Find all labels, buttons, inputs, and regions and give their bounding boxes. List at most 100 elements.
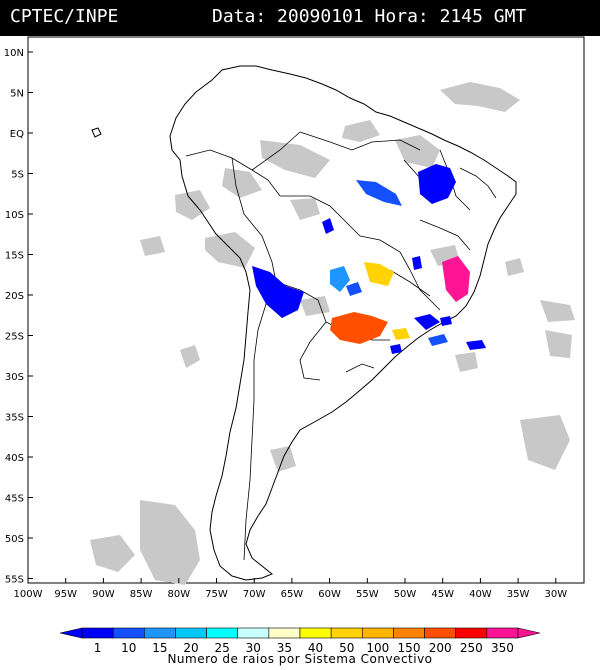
lon-label: 45W <box>431 589 454 600</box>
convective-system <box>466 340 486 350</box>
legend-value: 250 <box>460 641 483 655</box>
legend-swatch <box>81 627 114 639</box>
legend-swatch <box>112 627 145 639</box>
convective-system <box>330 266 350 292</box>
convective-system <box>390 344 402 354</box>
legend-value: 40 <box>308 641 323 655</box>
legend-swatch <box>206 627 239 639</box>
lat-label: EQ <box>10 129 24 140</box>
legend-value: 150 <box>398 641 421 655</box>
country-border <box>345 363 375 373</box>
country-border <box>185 149 281 197</box>
legend-value: 1 <box>94 641 102 655</box>
convective-system <box>252 266 304 318</box>
convective-system <box>412 256 422 270</box>
convective-system <box>330 312 388 344</box>
convective-system <box>442 256 470 302</box>
convective-system <box>440 316 452 326</box>
cloud-patch <box>90 535 135 572</box>
legend-value: 30 <box>246 641 261 655</box>
legend-swatch <box>455 627 488 639</box>
legend-swatch <box>424 627 457 639</box>
lon-label: 90W <box>92 589 115 600</box>
convective-system <box>356 180 402 206</box>
cloud-patch <box>140 236 165 256</box>
country-border <box>231 157 245 215</box>
lon-label: 60W <box>318 589 341 600</box>
lat-label: 40S <box>5 453 24 464</box>
continent-outline <box>91 65 517 581</box>
legend-swatch <box>175 627 207 639</box>
legend-values: 1 10 15 20 25 30 35 40 50 100 150 200 250 350 <box>94 641 514 655</box>
cloud-patch <box>222 168 262 198</box>
lon-label: 95W <box>54 589 77 600</box>
legend-value: 20 <box>183 641 198 655</box>
lat-label: 5N <box>10 89 24 100</box>
legend-swatch <box>486 627 519 639</box>
country-border <box>243 360 255 561</box>
lat-label: 35S <box>5 413 24 424</box>
cloud-patch <box>455 352 478 372</box>
legend-swatch <box>361 627 394 639</box>
datetime-title: Data: 20090101 Hora: 2145 GMT <box>212 6 527 27</box>
cloud-patch <box>140 500 200 585</box>
country-border <box>275 281 327 323</box>
convective-system <box>364 262 394 286</box>
agency-title: CPTEC/INPE <box>10 6 119 27</box>
lat-label: 20S <box>5 291 24 302</box>
legend-value: 25 <box>215 641 230 655</box>
convective-system <box>428 334 448 346</box>
country-border <box>243 213 277 283</box>
convective-system <box>392 328 410 340</box>
country-border <box>359 235 441 311</box>
lon-label: 70W <box>243 589 266 600</box>
lat-label: 5S <box>11 170 24 181</box>
lat-label: 10S <box>5 210 24 221</box>
cloud-patch <box>205 232 255 268</box>
latitude-labels: 10N 5N EQ 5S 10S 15S 20S 25S 30S 35S 40S 45S 50S 55S <box>4 48 33 586</box>
convective-system <box>414 314 440 330</box>
convective-systems <box>252 164 486 354</box>
lon-label: 100W <box>14 589 43 600</box>
legend-arrow-left <box>59 627 83 639</box>
legend-value: 10 <box>121 641 136 655</box>
cloud-patch <box>342 120 380 142</box>
cloud-patch <box>290 198 320 220</box>
lon-label: 80W <box>167 589 190 600</box>
lat-label: 45S <box>5 494 24 505</box>
south-america-coastline <box>169 65 517 581</box>
legend-colorbar <box>59 627 541 639</box>
country-border <box>459 167 497 199</box>
lon-label: 65W <box>281 589 304 600</box>
country-border <box>299 321 327 381</box>
cloud-patch <box>260 140 330 178</box>
lat-label: 50S <box>5 534 24 545</box>
lat-label: 10N <box>4 48 24 59</box>
cloud-patch <box>300 296 330 316</box>
lat-label: 55S <box>5 575 24 586</box>
legend-title: Numero de raios por Sistema Convectivo <box>167 652 433 666</box>
convective-system <box>418 164 456 204</box>
cloud-cover <box>90 82 575 585</box>
convective-system <box>322 218 334 234</box>
lat-label: 15S <box>5 251 24 262</box>
country-borders <box>185 131 497 561</box>
country-border <box>299 131 421 151</box>
legend-arrow-right <box>517 627 541 639</box>
legend-swatch <box>268 627 301 639</box>
legend-value: 35 <box>277 641 292 655</box>
legend-swatch <box>299 627 332 639</box>
cloud-patch <box>440 82 520 112</box>
island-marker <box>91 127 102 138</box>
cloud-patch <box>545 330 572 358</box>
lon-label: 85W <box>130 589 153 600</box>
convective-system <box>346 282 362 296</box>
country-border <box>419 219 471 251</box>
cloud-patch <box>505 258 524 276</box>
country-border <box>389 269 431 297</box>
cloud-patch <box>180 345 200 368</box>
legend-value: 350 <box>491 641 514 655</box>
map-frame <box>27 36 585 584</box>
lon-label: 55W <box>356 589 379 600</box>
